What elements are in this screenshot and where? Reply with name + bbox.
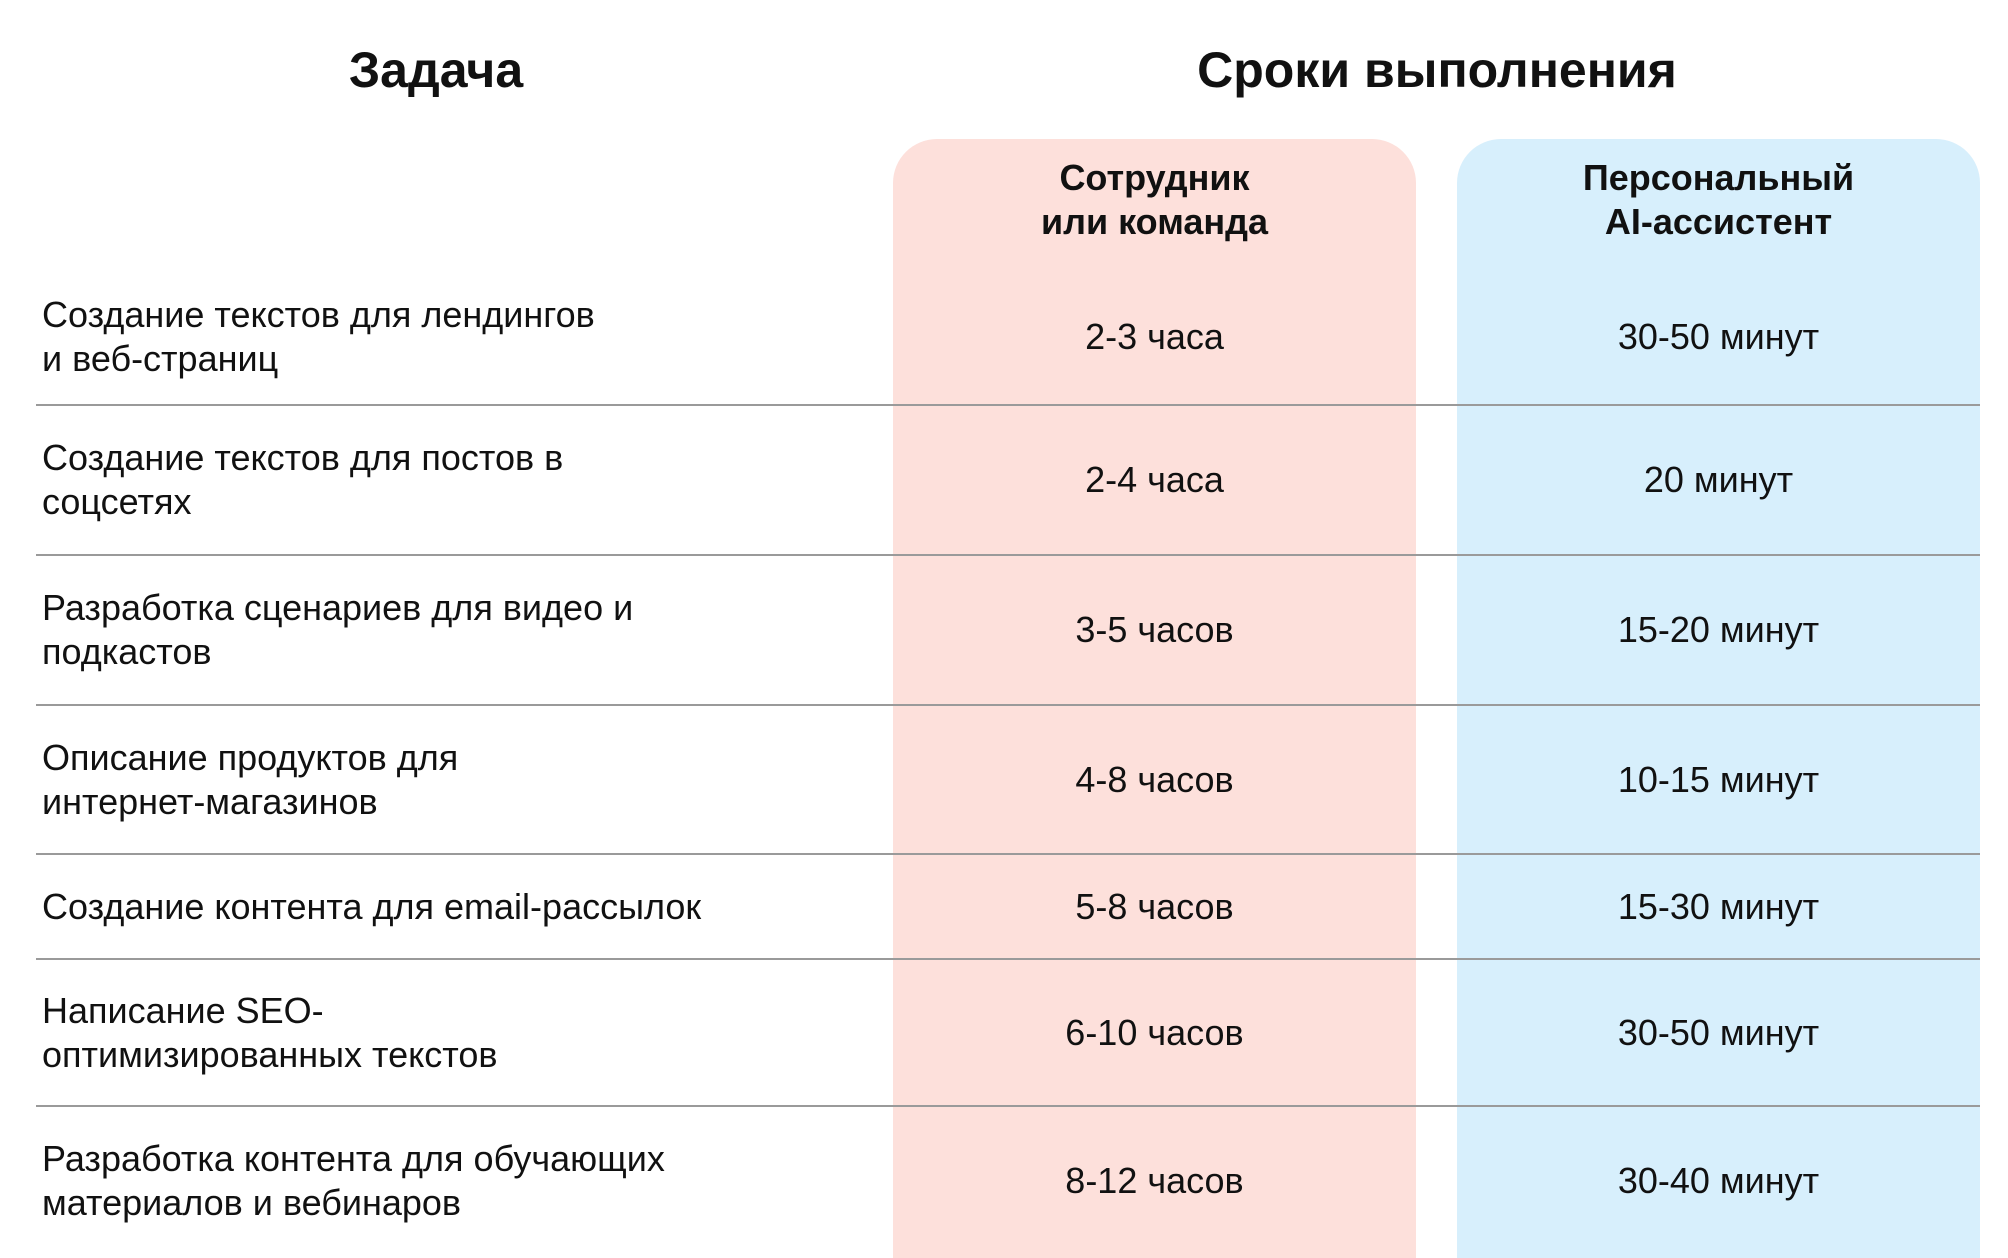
ai-time-cell: 15-30 минут: [1617, 885, 1820, 927]
employee-header-line1: Сотрудник: [1059, 157, 1250, 198]
employee-time-cell: 3-5 часов: [1075, 609, 1234, 650]
ai-header-line2: AI-ассистент: [1604, 201, 1833, 242]
task-cell: Написание SEO- оптимизированных текстов: [42, 989, 498, 1075]
table-row: Разработка контента для обучающих матери…: [36, 1107, 1980, 1255]
ai-column-header: Персональный AI-ассистент: [1457, 156, 1980, 244]
employee-time-cell: 5-8 часов: [1075, 885, 1234, 927]
employee-time-cell: 8-12 часов: [1065, 1160, 1244, 1201]
task-cell: Создание текстов для постов в соцсетях: [42, 437, 564, 522]
ai-time-cell: 30-40 минут: [1617, 1160, 1820, 1201]
table-row: Разработка сценариев для видео и подкаст…: [36, 556, 1980, 706]
ai-time-cell: 30-50 минут: [1617, 316, 1820, 357]
ai-header-line1: Персональный: [1582, 157, 1855, 198]
table-row: Создание текстов для лендингов и веб-стр…: [36, 270, 1980, 406]
table-row: Создание текстов для постов в соцсетях 2…: [36, 406, 1980, 556]
ai-time-cell: 10-15 минут: [1617, 758, 1820, 800]
task-cell: Описание продуктов для интернет-магазино…: [42, 736, 459, 822]
employee-column-background: [893, 139, 1416, 1258]
table-row: Написание SEO- оптимизированных текстов …: [36, 960, 1980, 1107]
employee-time-cell: 2-4 часа: [1085, 459, 1224, 500]
task-cell: Создание контента для email-рассылок: [42, 885, 702, 927]
table-row: Создание контента для email-рассылок 5-8…: [36, 855, 1980, 960]
employee-time-cell: 6-10 часов: [1065, 1011, 1244, 1053]
ai-time-cell: 30-50 минут: [1617, 1011, 1820, 1053]
timeline-title: Сроки выполнения: [1197, 42, 1677, 98]
employee-column-header: Сотрудник или команда: [893, 156, 1416, 244]
employee-time-cell: 2-3 часа: [1085, 316, 1224, 357]
ai-time-cell: 20 минут: [1643, 459, 1794, 500]
task-cell: Создание текстов для лендингов и веб-стр…: [42, 294, 595, 379]
table-row: Описание продуктов для интернет-магазино…: [36, 706, 1980, 855]
task-column-title: Задача: [348, 42, 524, 98]
employee-header-line2: или команда: [1041, 201, 1268, 242]
employee-time-cell: 4-8 часов: [1075, 758, 1234, 800]
ai-column-background: [1457, 139, 1980, 1258]
task-cell: Разработка контента для обучающих матери…: [42, 1138, 665, 1223]
ai-time-cell: 15-20 минут: [1617, 609, 1820, 650]
task-cell: Разработка сценариев для видео и подкаст…: [42, 587, 634, 672]
